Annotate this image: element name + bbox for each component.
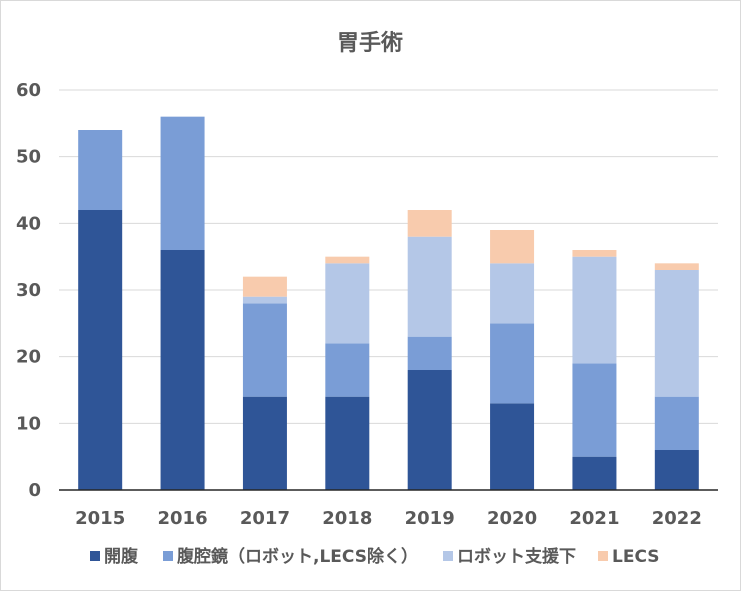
bar-segment-4 [572,250,617,257]
x-tick-label: 2016 [158,508,208,529]
bar-segment-4 [490,230,535,264]
y-tick-label: 50 [16,147,41,168]
legend-label: ロボット支援下 [457,546,576,567]
y-tick-label: 0 [28,480,41,501]
bar-segment-2 [572,363,617,457]
bars [78,116,699,490]
bar-segment-2 [407,336,452,370]
bar-segment-3 [572,256,617,364]
bar-segment-3 [654,270,699,397]
bar-segment-2 [654,396,699,450]
x-tick-label: 2015 [75,508,125,529]
y-tick-labels: 0 10 20 30 40 50 60 [16,80,41,501]
legend-swatch [443,551,453,561]
bar-segment-1 [654,450,699,490]
bar-segment-4 [242,276,287,297]
bar-segment-3 [325,263,370,344]
bar-segment-1 [78,210,123,490]
legend-label: LECS [612,547,659,567]
legend-swatch [163,551,173,561]
x-tick-label: 2021 [569,508,619,529]
bar-segment-1 [490,403,535,490]
bar-segment-2 [160,116,205,251]
chart-title: 胃手術 [337,30,403,56]
bar-segment-4 [654,263,699,270]
bar-segment-3 [407,236,452,337]
bar-segment-1 [325,396,370,490]
gridlines [59,89,718,424]
y-tick-label: 20 [16,347,41,368]
y-tick-label: 40 [16,213,41,234]
x-tick-label: 2017 [240,508,290,529]
y-tick-label: 30 [16,280,41,301]
bar-segment-3 [242,296,287,304]
bar-segment-1 [160,250,205,490]
bar-segment-4 [407,210,452,237]
bar-segment-1 [572,456,617,490]
legend: 開腹 腹腔鏡（ロボット,LECS除く） ロボット支援下 LECS [90,546,659,567]
bar-segment-2 [325,343,370,397]
bar-segment-1 [407,370,452,490]
x-tick-label: 2019 [405,508,455,529]
bar-segment-4 [325,256,370,264]
y-tick-label: 10 [16,413,41,434]
bar-segment-2 [490,323,535,404]
bar-segment-3 [490,263,535,324]
y-tick-label: 60 [16,80,41,101]
x-tick-label: 2018 [322,508,372,529]
bar-segment-1 [242,396,287,490]
bar-segment-2 [242,303,287,397]
legend-label: 腹腔鏡（ロボット,LECS除く） [177,546,418,567]
legend-label: 開腹 [104,546,139,567]
x-tick-label: 2022 [652,508,702,529]
legend-swatch [598,551,608,561]
x-tick-label: 2020 [487,508,537,529]
legend-swatch [90,551,100,561]
x-tick-labels: 2015 2016 2017 2018 2019 2020 2021 2022 [75,508,702,529]
bar-segment-2 [78,130,123,210]
